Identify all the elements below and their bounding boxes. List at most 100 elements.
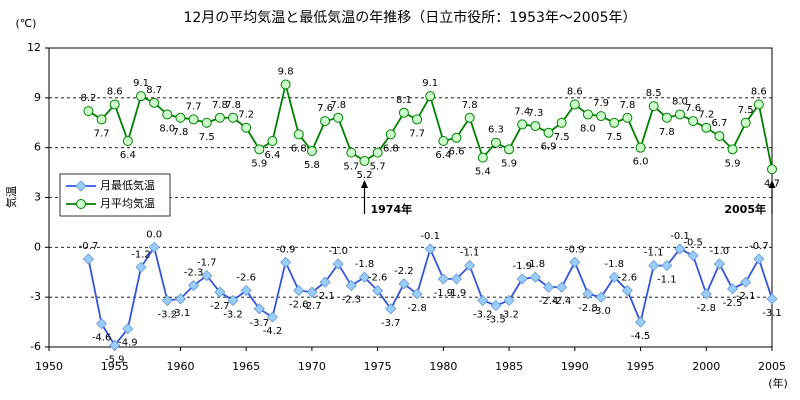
data-point <box>83 106 94 117</box>
x-tick-label: 1950 <box>35 360 63 373</box>
x-tick-label: 1970 <box>298 360 326 373</box>
data-label: -3.2 <box>473 309 493 320</box>
data-label: -1.0 <box>328 246 348 257</box>
data-point <box>214 112 225 123</box>
data-label: 8.6 <box>751 86 767 97</box>
data-label: -1.9 <box>434 288 454 299</box>
data-point <box>188 279 200 292</box>
data-point <box>569 99 580 110</box>
data-label: -2.6 <box>289 300 309 311</box>
data-label: -2.7 <box>210 301 230 312</box>
data-point <box>201 117 212 128</box>
x-tick-label: 1965 <box>232 360 260 373</box>
data-label: -1.1 <box>657 275 677 286</box>
data-label: -1.9 <box>512 261 532 272</box>
data-point <box>320 116 331 127</box>
data-label: 7.5 <box>554 132 570 143</box>
data-point <box>766 293 778 305</box>
legend-marker <box>76 199 86 209</box>
data-point <box>240 284 252 297</box>
x-tick-label: 1975 <box>364 360 392 373</box>
data-point <box>464 112 475 123</box>
data-point <box>595 291 607 303</box>
data-label: -5.9 <box>105 354 125 365</box>
data-label: -0.9 <box>276 244 296 255</box>
data-label: -1.0 <box>710 246 730 257</box>
data-point <box>162 109 173 120</box>
data-label: 8.0 <box>672 96 688 107</box>
data-label: -1.8 <box>604 259 624 270</box>
data-point <box>148 241 160 253</box>
data-label: -2.7 <box>302 301 322 312</box>
data-label: -3.5 <box>486 314 506 325</box>
data-label: 6.6 <box>449 147 465 158</box>
data-label: -2.6 <box>368 273 388 284</box>
data-point <box>122 323 134 335</box>
data-label: -1.7 <box>197 258 217 269</box>
data-point <box>109 339 121 351</box>
data-label: 7.5 <box>738 105 754 116</box>
data-point <box>241 122 252 133</box>
data-point <box>372 284 384 297</box>
data-label: 0.0 <box>146 229 162 240</box>
data-label: -3.2 <box>499 309 519 320</box>
data-point <box>753 99 764 110</box>
data-point <box>411 288 423 300</box>
data-point <box>149 97 160 108</box>
data-label: -3.0 <box>591 306 611 317</box>
data-point <box>530 121 541 132</box>
data-point <box>569 256 581 268</box>
x-tick-label: 2005 <box>758 360 786 373</box>
data-label: 7.9 <box>593 98 609 109</box>
series-line <box>87 245 773 347</box>
data-label: -1.1 <box>644 248 664 259</box>
data-point <box>438 136 449 147</box>
data-point <box>753 253 765 265</box>
x-tick-label: 1990 <box>561 360 589 373</box>
data-label: -0.9 <box>565 244 585 255</box>
x-tick-label: 1995 <box>627 360 655 373</box>
data-point <box>688 116 699 127</box>
data-label: -2.4 <box>552 296 572 307</box>
data-label: 5.7 <box>370 162 386 173</box>
data-label: 7.6 <box>685 103 701 114</box>
data-label: -2.8 <box>578 303 598 314</box>
data-label: 5.4 <box>475 167 491 178</box>
data-point <box>451 132 462 143</box>
data-point <box>609 117 620 128</box>
data-point <box>188 114 199 125</box>
data-label: 8.6 <box>107 86 123 97</box>
data-label: 7.7 <box>409 128 425 139</box>
data-label: 5.9 <box>251 158 267 169</box>
legend-marker <box>75 180 87 192</box>
data-label: 7.6 <box>317 103 333 114</box>
data-label: 9.1 <box>133 78 149 89</box>
x-tick-label: 1980 <box>429 360 457 373</box>
data-point <box>714 131 725 142</box>
data-label: 6.9 <box>541 142 557 153</box>
data-label: 7.4 <box>514 106 530 117</box>
data-point <box>359 155 370 166</box>
data-label: -1.8 <box>526 259 546 270</box>
data-point <box>398 107 409 118</box>
annotation-arrowhead <box>768 180 776 188</box>
data-point <box>634 316 647 328</box>
data-label: 7.8 <box>225 100 241 111</box>
data-label: -1.8 <box>355 259 375 270</box>
data-label: 5.2 <box>357 170 373 181</box>
data-point <box>412 114 423 125</box>
data-label: 8.0 <box>580 123 596 134</box>
data-point <box>136 91 147 102</box>
data-point <box>740 276 752 288</box>
data-point <box>543 127 554 138</box>
chart-title: 12月の平均気温と最低気温の年推移（日立市役所：1953年～2005年） <box>183 9 636 26</box>
data-label: 8.5 <box>646 88 662 99</box>
data-point <box>596 111 607 122</box>
data-point <box>622 112 633 123</box>
data-label: -0.1 <box>420 231 440 242</box>
data-point <box>542 281 555 293</box>
data-point <box>280 256 292 268</box>
legend-label: 月平均気温 <box>100 196 155 210</box>
data-point <box>674 109 685 120</box>
data-label: 6.4 <box>265 150 281 161</box>
